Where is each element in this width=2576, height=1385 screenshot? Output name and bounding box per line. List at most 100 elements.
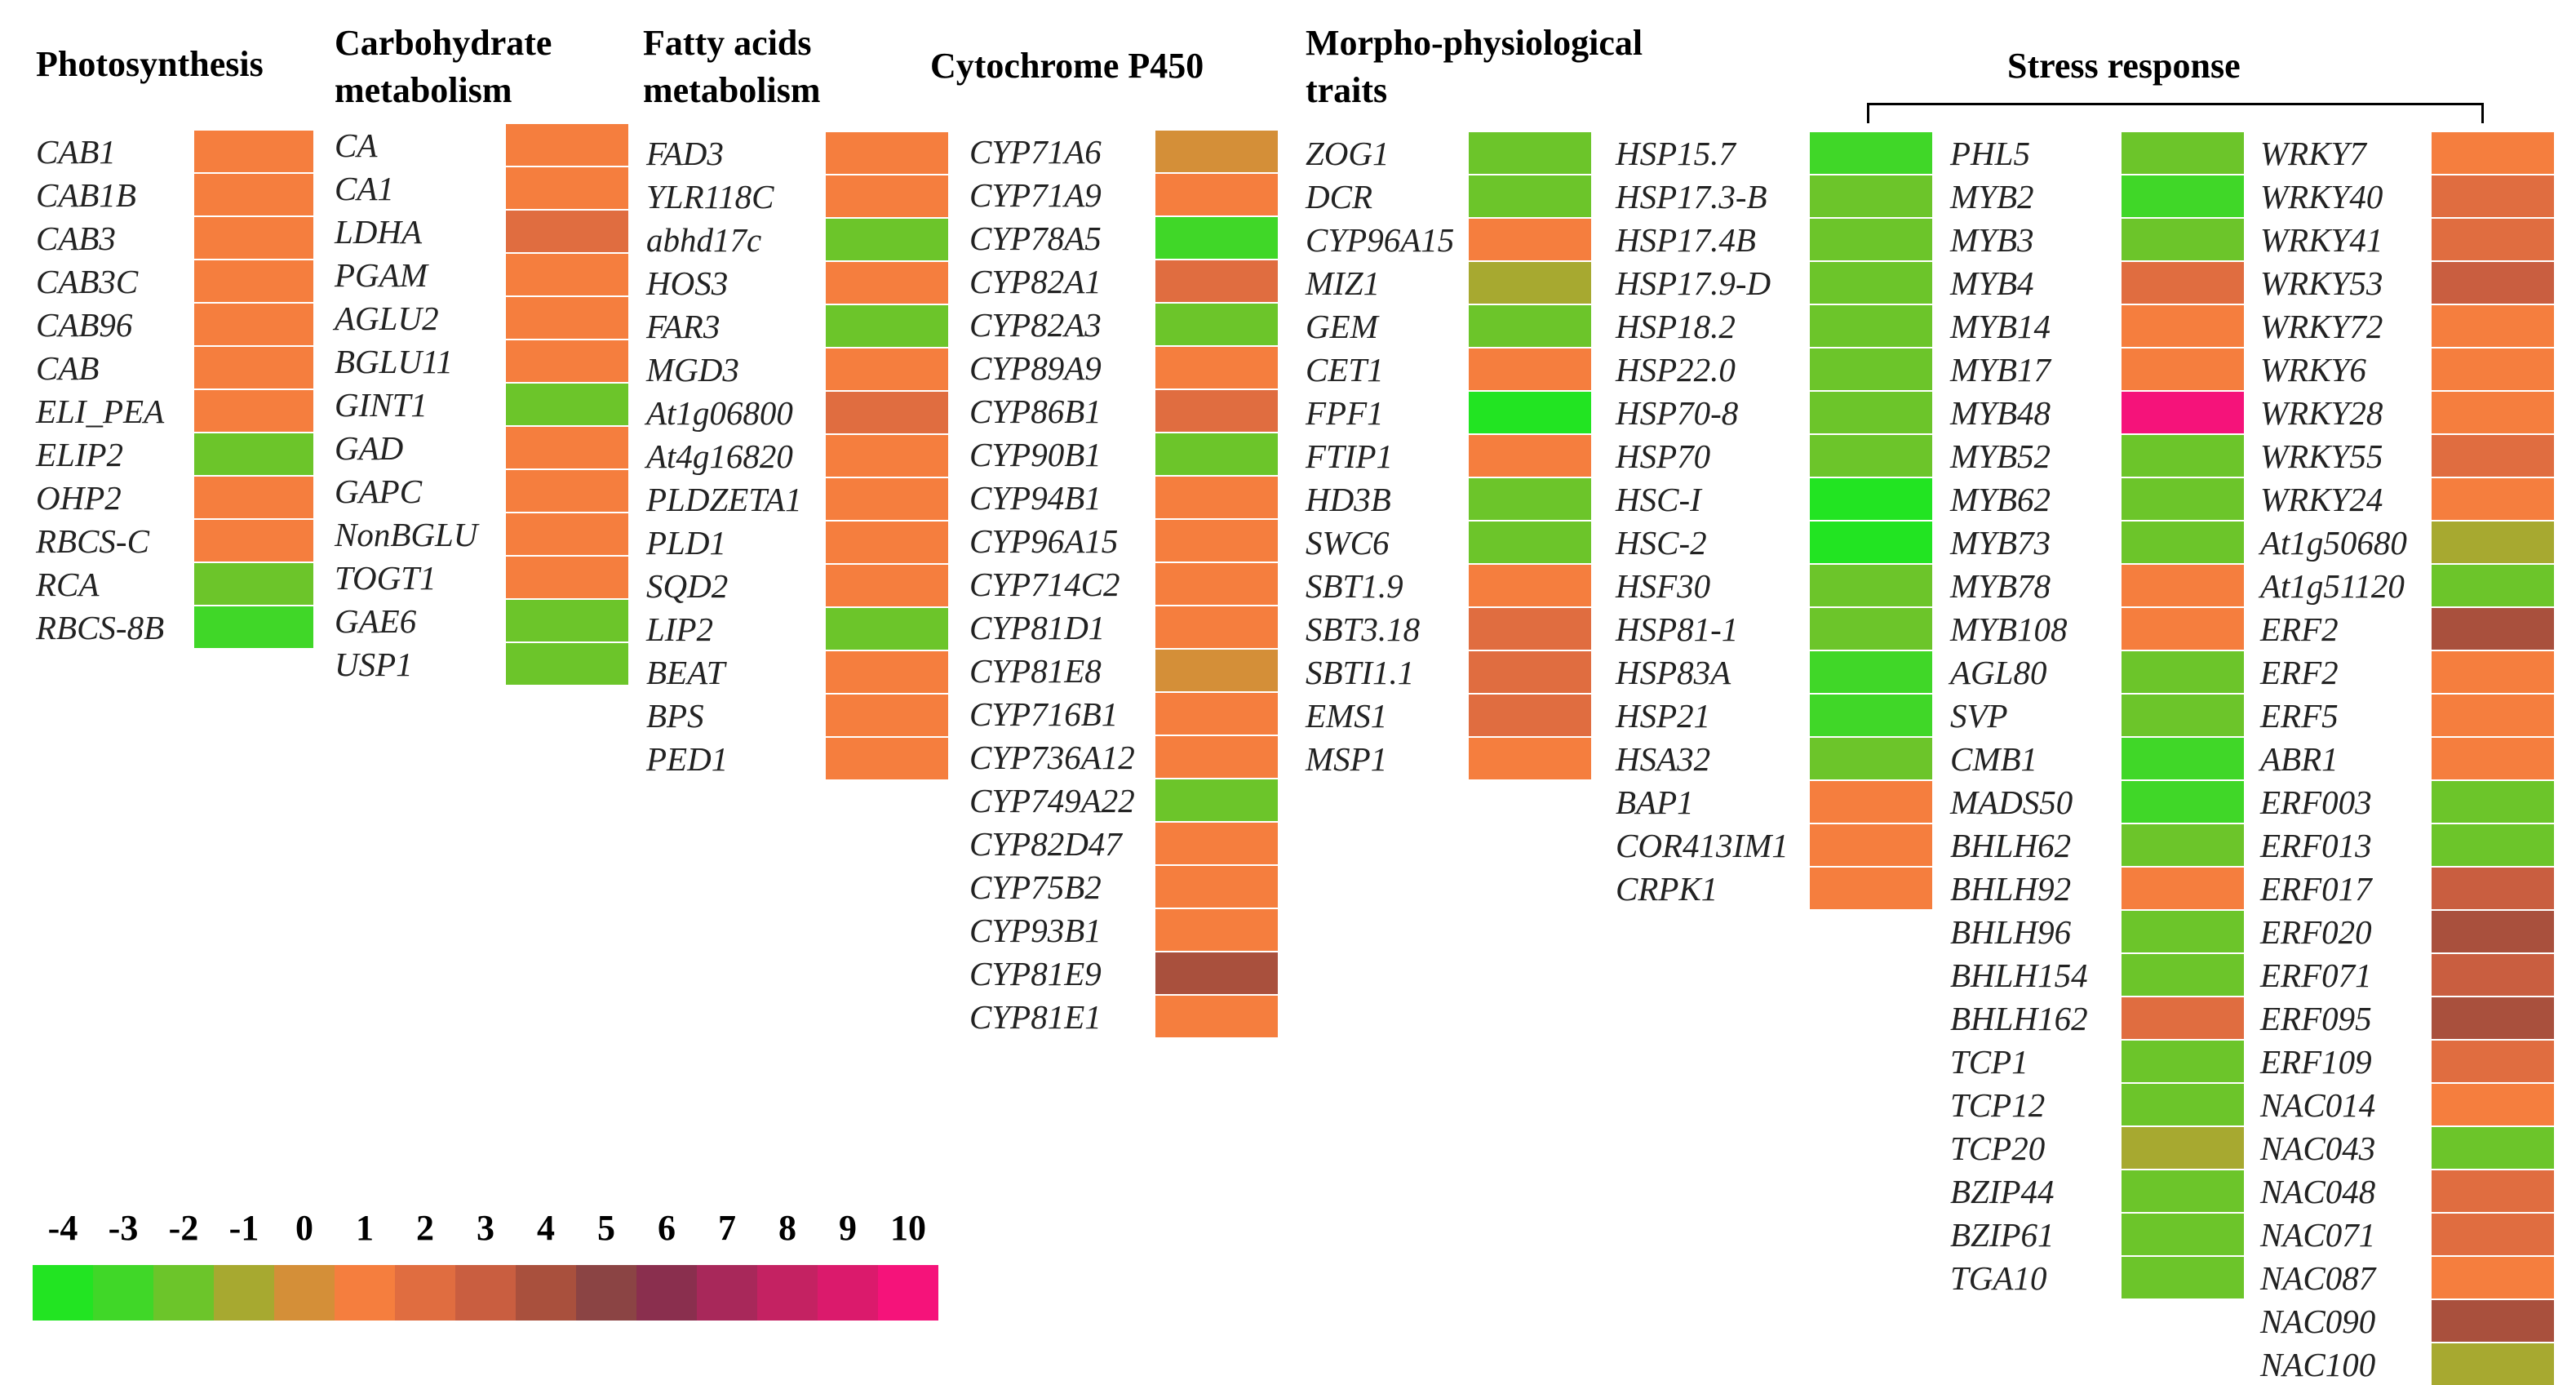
gene-label: CYP94B1 <box>969 479 1102 517</box>
stress-response-bracket <box>1867 103 2484 123</box>
legend-swatch <box>576 1265 636 1321</box>
heatmap-cell <box>2432 305 2554 348</box>
heatmap-cell <box>1810 738 1932 781</box>
group-title: Photosynthesis <box>36 44 264 84</box>
gene-label: SQD2 <box>646 567 729 605</box>
legend-tick: 3 <box>477 1208 494 1248</box>
gene-label: LDHA <box>335 213 423 251</box>
legend-swatch <box>153 1265 214 1321</box>
heatmap-cell <box>2122 738 2244 781</box>
group-title: Cytochrome P450 <box>930 46 1204 86</box>
gene-label: ERF109 <box>2260 1043 2372 1081</box>
gene-label: TCP1 <box>1950 1043 2028 1081</box>
gene-label: SBT1.9 <box>1306 567 1403 605</box>
gene-label: NAC048 <box>2260 1173 2376 1210</box>
gene-label: NonBGLU <box>335 516 478 553</box>
legend-tick: -2 <box>168 1208 199 1248</box>
gene-label: COR413IM1 <box>1616 827 1789 864</box>
heatmap-cell <box>1155 174 1278 217</box>
gene-label: NAC043 <box>2260 1130 2376 1167</box>
gene-label: CYP71A6 <box>969 133 1102 171</box>
gene-label: NAC071 <box>2260 1216 2376 1254</box>
gene-label: MYB78 <box>1950 567 2051 605</box>
heatmap-cell <box>826 651 948 695</box>
heatmap-cell <box>2432 1084 2554 1127</box>
gene-label: HSP70-8 <box>1616 394 1739 432</box>
heatmap-cell <box>2122 522 2244 565</box>
heatmap-cell <box>2432 1170 2554 1214</box>
heatmap-cell <box>1155 650 1278 693</box>
gene-label: CYP86B1 <box>969 393 1102 430</box>
gene-label: CYP71A9 <box>969 176 1102 214</box>
heatmap-cell <box>506 470 628 513</box>
gene-label: CYP81E8 <box>969 652 1102 690</box>
heatmap-cell <box>1155 606 1278 650</box>
heatmap-cell <box>826 392 948 435</box>
legend-tick: 8 <box>778 1208 796 1248</box>
gene-label: BHLH162 <box>1950 1000 2088 1037</box>
heatmap-cell <box>1469 695 1591 738</box>
heatmap-cell <box>1810 565 1932 608</box>
gene-label: ERF013 <box>2260 827 2372 864</box>
legend-swatch <box>878 1265 938 1321</box>
legend-tick: -4 <box>47 1208 78 1248</box>
heatmap-cell <box>1469 522 1591 565</box>
heatmap-cell <box>2432 1343 2554 1385</box>
gene-label: CAB3C <box>36 263 139 300</box>
gene-label: MIZ1 <box>1306 264 1381 302</box>
legend-tick: 6 <box>658 1208 676 1248</box>
gene-label: CRPK1 <box>1616 870 1718 908</box>
legend-swatch <box>395 1265 455 1321</box>
heatmap-cell <box>2432 522 2554 565</box>
gene-label: TCP12 <box>1950 1086 2046 1124</box>
heatmap-cell <box>2122 1041 2244 1084</box>
heatmap-cell <box>1155 823 1278 866</box>
heatmap-cell <box>826 305 948 348</box>
gene-label: HOS3 <box>646 264 729 302</box>
gene-label: ELI_PEA <box>36 393 165 430</box>
legend-swatch <box>455 1265 516 1321</box>
gene-label: BHLH92 <box>1950 870 2072 908</box>
legend-swatch <box>818 1265 878 1321</box>
gene-label: CYP82A1 <box>969 263 1102 300</box>
gene-label: FPF1 <box>1306 394 1384 432</box>
gene-label: CYP714C2 <box>969 566 1120 603</box>
gene-label: At1g51120 <box>2260 567 2405 605</box>
legend-swatch <box>697 1265 757 1321</box>
legend-swatch <box>214 1265 274 1321</box>
gene-label: BHLH96 <box>1950 913 2072 951</box>
gene-label: CYP75B2 <box>969 868 1102 906</box>
gene-label: PLD1 <box>646 524 726 562</box>
heatmap-cell <box>194 520 313 563</box>
gene-label: SVP <box>1950 697 2008 735</box>
heatmap-cell <box>2122 435 2244 478</box>
gene-label: MGD3 <box>646 351 739 388</box>
gene-label: NAC100 <box>2260 1346 2376 1383</box>
heatmap-cell <box>1810 824 1932 868</box>
gene-label: ABR1 <box>2260 740 2339 778</box>
heatmap-cell <box>194 217 313 260</box>
heatmap-cell <box>2432 435 2554 478</box>
gene-label: HSP17.9-D <box>1616 264 1771 302</box>
gene-label: AGLU2 <box>335 300 439 337</box>
heatmap-cell <box>2432 1127 2554 1170</box>
heatmap-cell <box>2432 695 2554 738</box>
heatmap-cell <box>2122 695 2244 738</box>
heatmap-cell <box>1155 347 1278 390</box>
gene-label: MYB2 <box>1950 178 2034 215</box>
gene-label: USP1 <box>335 646 413 683</box>
heatmap-cell <box>2122 651 2244 695</box>
gene-label: DCR <box>1306 178 1372 215</box>
heatmap-cell <box>1810 695 1932 738</box>
legend-swatch <box>516 1265 576 1321</box>
gene-label: BEAT <box>646 654 725 691</box>
heatmap-cell <box>194 174 313 217</box>
heatmap-cell <box>194 347 313 390</box>
heatmap-cell <box>1155 260 1278 304</box>
gene-label: NAC090 <box>2260 1303 2376 1340</box>
gene-label: PLDZETA1 <box>646 481 802 518</box>
heatmap-cell <box>2122 997 2244 1041</box>
gene-label: CAB1B <box>36 176 136 214</box>
gene-label: GAPC <box>335 473 423 510</box>
heatmap-cell <box>1810 522 1932 565</box>
